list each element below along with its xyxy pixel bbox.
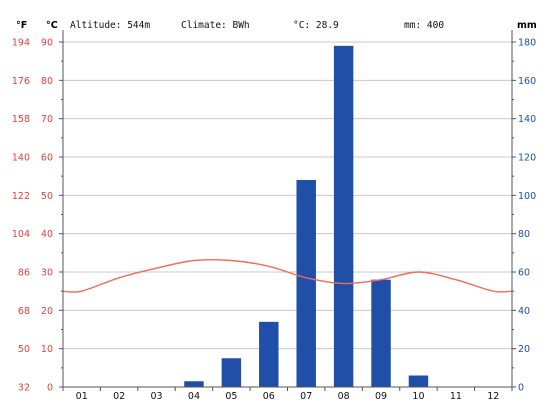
precip-total-label: mm: 400 <box>404 20 444 31</box>
precipitation-tick-label: 40 <box>518 306 530 317</box>
precipitation-bar <box>221 358 242 387</box>
celsius-tick-label: 80 <box>41 76 53 87</box>
month-tick-label: 08 <box>338 391 350 402</box>
fahrenheit-tick-label: 68 <box>18 306 30 317</box>
month-tick-label: 05 <box>225 391 237 402</box>
celsius-tick-label: 60 <box>41 153 53 164</box>
altitude-label: Altitude: 544m <box>70 20 150 31</box>
temperature-line <box>62 258 513 293</box>
celsius-tick-label: 20 <box>41 306 53 317</box>
axes <box>59 30 516 391</box>
month-tick-label: 02 <box>113 391 125 402</box>
celsius-unit-label: °C <box>46 20 58 31</box>
fahrenheit-tick-label: 140 <box>12 153 30 164</box>
celsius-tick-label: 10 <box>41 344 53 355</box>
precipitation-tick-label: 120 <box>518 153 536 164</box>
fahrenheit-tick-label: 50 <box>18 344 30 355</box>
precipitation-tick-label: 60 <box>518 268 530 279</box>
precipitation-bar <box>296 180 316 387</box>
precip-unit-label: mm <box>517 20 537 31</box>
precipitation-bar <box>408 375 429 387</box>
month-tick-label: 12 <box>487 391 499 402</box>
celsius-tick-label: 50 <box>41 191 53 202</box>
celsius-tick-label: 30 <box>41 268 53 279</box>
celsius-tick-label: 0 <box>47 383 53 394</box>
precipitation-bar <box>371 279 391 387</box>
precipitation-tick-label: 160 <box>518 76 536 87</box>
month-tick-label: 10 <box>412 391 424 402</box>
precipitation-tick-label: 100 <box>518 191 536 202</box>
precipitation-bars <box>184 45 429 387</box>
month-tick-label: 06 <box>263 391 275 402</box>
fahrenheit-tick-label: 104 <box>12 229 30 240</box>
precipitation-tick-label: 80 <box>518 229 530 240</box>
precipitation-tick-label: 20 <box>518 344 530 355</box>
precipitation-axis-ticks: 0 20 40 60 80 100 120 140 160 180 <box>518 38 536 394</box>
fahrenheit-axis-ticks: 32 50 68 86 104 122 140 158 176 194 <box>12 38 30 394</box>
precipitation-tick-label: 140 <box>518 114 536 125</box>
celsius-tick-label: 70 <box>41 114 53 125</box>
fahrenheit-tick-label: 32 <box>18 383 30 394</box>
gridlines <box>63 41 512 388</box>
precipitation-bar <box>259 321 279 387</box>
month-tick-label: 04 <box>188 391 200 402</box>
precipitation-tick-label: 0 <box>518 383 524 394</box>
month-tick-label: 11 <box>450 391 462 402</box>
month-tick-label: 03 <box>150 391 162 402</box>
precipitation-bar <box>333 45 354 387</box>
climate-label: Climate: BWh <box>181 20 250 31</box>
fahrenheit-tick-label: 86 <box>18 268 30 279</box>
fahrenheit-tick-label: 176 <box>12 76 30 87</box>
temperature-line-group <box>62 258 513 293</box>
month-axis-ticks: 01 02 03 04 05 06 07 08 09 10 11 12 <box>62 387 499 402</box>
month-tick-label: 09 <box>375 391 387 402</box>
celsius-axis-ticks: 0 10 20 30 40 50 60 70 80 90 <box>41 38 53 394</box>
month-tick-label: 07 <box>300 391 312 402</box>
precipitation-tick-label: 180 <box>518 38 536 49</box>
fahrenheit-tick-label: 122 <box>12 191 30 202</box>
avg-temp-label: °C: 28.9 <box>293 20 339 31</box>
celsius-tick-label: 90 <box>41 38 53 49</box>
fahrenheit-tick-label: 194 <box>12 38 30 49</box>
precipitation-bar <box>184 381 204 387</box>
fahrenheit-unit-label: °F <box>16 20 27 31</box>
celsius-tick-label: 40 <box>41 229 53 240</box>
fahrenheit-tick-label: 158 <box>12 114 30 125</box>
month-tick-label: 01 <box>76 391 88 402</box>
